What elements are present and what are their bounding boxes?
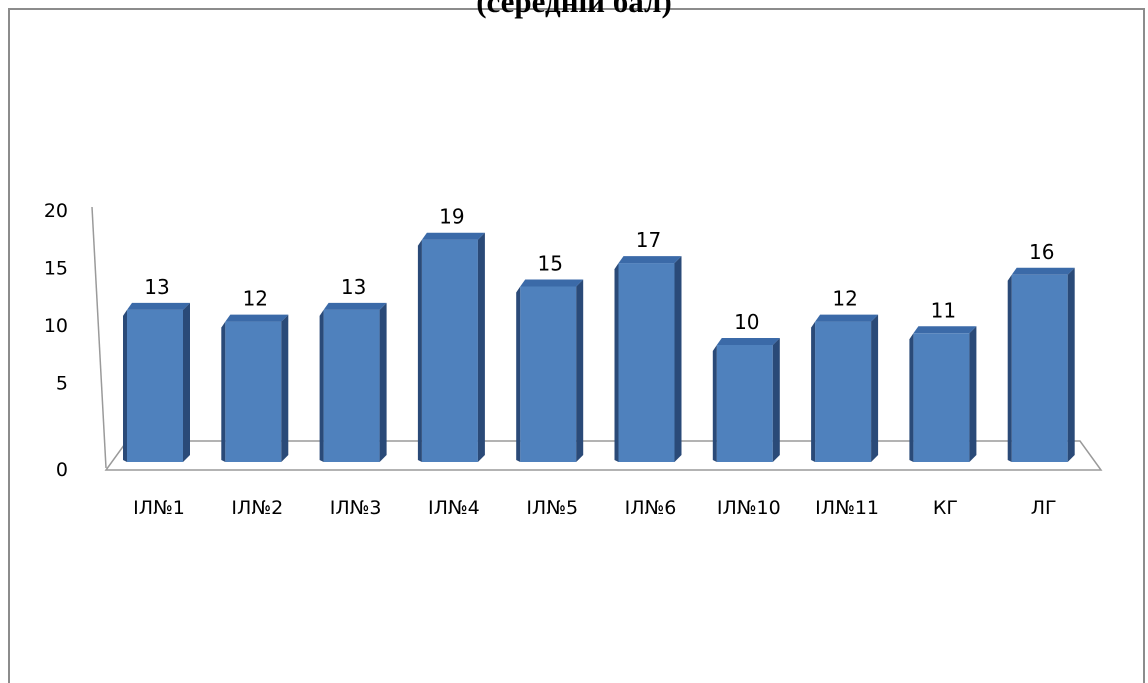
data-label: 12 xyxy=(243,287,268,311)
bar-side xyxy=(969,326,977,462)
bar xyxy=(909,326,977,462)
bar xyxy=(221,314,289,462)
bar-side xyxy=(477,232,485,462)
bar-side xyxy=(379,302,387,462)
chart-labels: 0 5 10 15 20 13 ІЛ№1 12 ІЛ№2 13 ІЛ№3 19 ІЛ№4 15 ІЛ№5 17… xyxy=(44,200,1057,519)
bar-edge xyxy=(123,309,127,462)
bar xyxy=(1007,267,1075,462)
bar-edge xyxy=(516,286,521,462)
x-tick-label: ІЛ№5 xyxy=(526,497,578,519)
data-label: 19 xyxy=(439,205,464,229)
bar-edge xyxy=(417,239,422,462)
bar-front xyxy=(716,345,773,462)
bar xyxy=(712,338,780,462)
bar-side xyxy=(674,256,682,462)
x-tick-label: ЛГ xyxy=(1031,497,1057,519)
data-label: 11 xyxy=(931,298,956,322)
bar xyxy=(614,256,682,462)
bar-side xyxy=(183,302,190,462)
x-tick-label: КГ xyxy=(933,497,958,519)
bar-top xyxy=(127,302,190,310)
data-label: 13 xyxy=(144,275,169,299)
data-label: 16 xyxy=(1029,240,1054,264)
data-label: 15 xyxy=(537,252,562,276)
x-tick-label: ІЛ№3 xyxy=(330,497,382,519)
bar xyxy=(319,302,387,462)
bar xyxy=(417,232,485,462)
chart-bars xyxy=(123,232,1075,462)
bar-edge xyxy=(221,321,226,462)
bar-top xyxy=(323,302,387,310)
bar-front xyxy=(520,286,577,462)
bar xyxy=(811,314,879,462)
x-tick-label: ІЛ№1 xyxy=(133,497,185,519)
bar-top xyxy=(618,256,682,264)
bar-side xyxy=(772,338,780,462)
bar-front xyxy=(127,309,183,462)
data-label: 13 xyxy=(341,275,366,299)
y-tick-label: 5 xyxy=(56,373,68,395)
bar-top xyxy=(716,338,780,345)
data-label: 12 xyxy=(832,287,857,311)
bar-front xyxy=(913,333,970,462)
x-tick-label: ІЛ№10 xyxy=(717,497,781,519)
x-tick-label: ІЛ№4 xyxy=(428,497,480,519)
bar-edge xyxy=(319,309,324,462)
data-label: 17 xyxy=(636,228,661,252)
y-tick-label: 10 xyxy=(44,315,68,337)
chart-frame xyxy=(8,8,1145,683)
y-tick-label: 0 xyxy=(56,459,68,481)
chart-title: (середній бал) xyxy=(476,0,672,19)
bar-top xyxy=(913,326,977,334)
bar-front xyxy=(618,263,675,462)
data-label: 10 xyxy=(734,310,759,334)
y-tick-label: 15 xyxy=(44,258,68,280)
bar-side xyxy=(576,279,584,462)
bar-top xyxy=(225,314,289,322)
bar-top xyxy=(815,314,879,322)
bar-front xyxy=(225,321,282,462)
bar-side xyxy=(871,314,879,462)
bar-edge xyxy=(811,321,816,462)
bar-side xyxy=(1067,267,1075,462)
bar-edge xyxy=(614,263,619,462)
bar-front xyxy=(1011,274,1068,462)
x-tick-label: ІЛ№2 xyxy=(231,497,283,519)
bar-front xyxy=(323,309,380,462)
bar-front xyxy=(815,321,872,462)
y-tick-label: 20 xyxy=(44,200,68,222)
bar xyxy=(516,279,584,462)
bar xyxy=(123,302,190,462)
bar-side xyxy=(281,314,289,462)
bar-edge xyxy=(909,333,914,462)
bar-top xyxy=(421,232,485,240)
bar-top xyxy=(1011,267,1075,275)
bar-edge xyxy=(1007,274,1012,462)
bar-top xyxy=(520,279,584,287)
y-axis-wall-line xyxy=(91,206,107,469)
bar-edge xyxy=(712,345,717,462)
x-tick-label: ІЛ№6 xyxy=(625,497,677,519)
x-tick-label: ІЛ№11 xyxy=(815,497,879,519)
bar-front xyxy=(421,239,478,462)
